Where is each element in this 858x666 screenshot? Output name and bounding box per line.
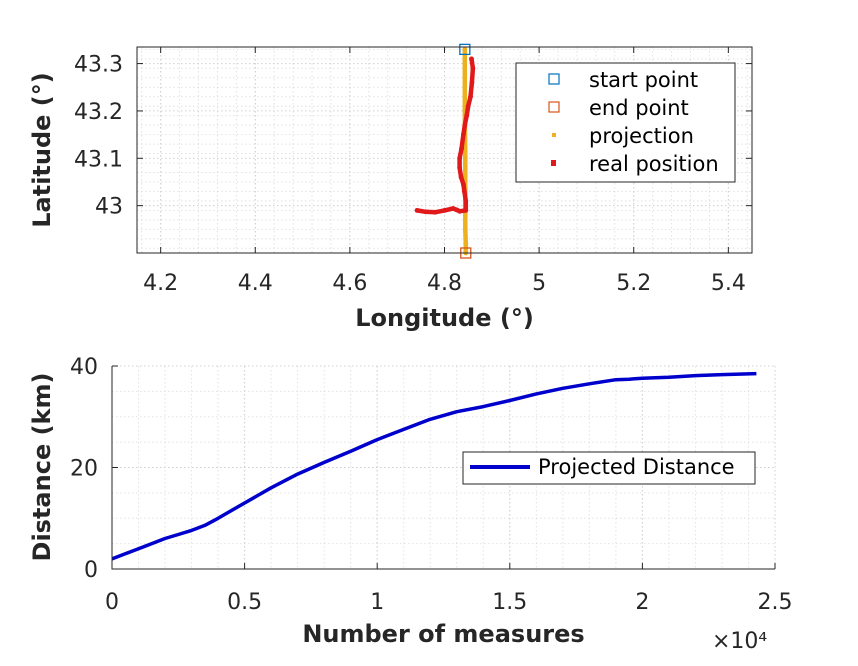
- real-position-point: [461, 181, 466, 187]
- real-position-point: [414, 207, 420, 213]
- distance-x-exponent-label: ×10⁴: [712, 629, 767, 654]
- distance-x-ticks: 0 0.5 1 1.5 2 2.5: [105, 563, 793, 615]
- legend-real-position-icon: [551, 160, 556, 166]
- latlon-x-axis-label: Longitude (°): [355, 304, 534, 332]
- real-position-point: [458, 174, 464, 180]
- latlon-x-tick-label: 5.2: [616, 271, 651, 296]
- real-position-point: [457, 165, 463, 171]
- latlon-x-tick-label: 4.4: [238, 271, 273, 296]
- latlon-y-tick-label: 43.1: [74, 147, 123, 172]
- distance-x-tick-label: 2.5: [758, 590, 793, 615]
- legend-real-position-label: real position: [589, 152, 719, 176]
- projection-point: [462, 155, 468, 161]
- projection-point: [463, 241, 469, 246]
- real-position-point: [468, 94, 473, 100]
- latlon-x-tick-label: 4.8: [427, 271, 462, 296]
- projected-distance-line: [111, 371, 757, 561]
- real-position-point: [442, 207, 447, 213]
- distance-y-tick-label: 40: [70, 355, 98, 380]
- real-position-point: [470, 65, 476, 71]
- real-position-point: [461, 132, 466, 138]
- distance-x-tick-label: 1: [370, 590, 384, 615]
- real-position-point: [457, 155, 463, 161]
- distance-x-tick-label: 1.5: [492, 590, 527, 615]
- legend-projection-label: projection: [589, 124, 694, 148]
- real-position-point: [462, 122, 468, 128]
- projection-line: [462, 49, 469, 253]
- distance-x-tick-label: 2: [635, 590, 649, 615]
- real-position-point: [463, 207, 469, 213]
- real-position-point: [450, 206, 456, 211]
- distance-y-tick-label: 0: [84, 558, 98, 583]
- latlon-x-tick-label: 5.4: [711, 271, 746, 296]
- latlon-legend: start point end point projection real po…: [515, 62, 736, 183]
- latlon-y-tick-label: 43.3: [74, 53, 123, 78]
- distance-y-tick-label: 20: [70, 457, 98, 482]
- real-position-point: [469, 56, 474, 62]
- latlon-y-axis-label: Latitude (°): [28, 72, 56, 228]
- legend-start-point-label: start point: [589, 68, 698, 92]
- start-point-marker: [459, 43, 471, 56]
- real-position-point: [464, 113, 470, 119]
- real-position-point: [469, 80, 475, 85]
- latlon-x-ticks: 4.2 4.4 4.6 4.8 5 5.2 5.4: [143, 47, 746, 296]
- projection-point: [462, 46, 468, 52]
- distance-x-tick-label: 0.5: [227, 590, 262, 615]
- distance-y-ticks: 0 20 40: [70, 355, 118, 583]
- real-position-point: [454, 207, 460, 213]
- distance-legend: Projected Distance: [462, 451, 756, 485]
- distance-legend-box: [462, 451, 756, 485]
- real-position-point: [432, 209, 438, 215]
- real-position-point: [465, 103, 471, 109]
- latlon-x-tick-label: 4.2: [143, 271, 178, 296]
- legend-projection-icon: [552, 133, 556, 137]
- real-position-point: [461, 189, 467, 194]
- distance-plot: 0 0.5 1 1.5 2 2.5 0 20 40 Number of measures ×1…: [28, 355, 793, 654]
- distance-x-axis-label: Number of measures: [302, 620, 584, 648]
- latlon-plot: 4.2 4.4 4.6 4.8 5 5.2 5.4 43 43.1 43.2 43.3 Longi…: [28, 43, 753, 332]
- latlon-x-tick-label: 4.6: [332, 271, 367, 296]
- real-position-point: [463, 198, 469, 204]
- distance-series: [111, 371, 757, 561]
- latlon-y-tick-label: 43.2: [74, 100, 123, 125]
- legend-end-point-label: end point: [589, 96, 689, 120]
- projection-point: [462, 226, 468, 232]
- legend-projected-distance-label: Projected Distance: [538, 455, 735, 479]
- latlon-y-tick-label: 43: [95, 195, 123, 220]
- latlon-x-tick-label: 5: [532, 271, 546, 296]
- legend-end-point-icon: [548, 101, 560, 113]
- real-position-point: [459, 146, 464, 152]
- legend-start-point-icon: [548, 73, 560, 85]
- distance-y-axis-label: Distance (km): [28, 373, 56, 562]
- distance-x-tick-label: 0: [105, 590, 119, 615]
- real-position-point: [423, 209, 428, 215]
- latlon-y-ticks: 43 43.1 43.2 43.3: [74, 53, 752, 220]
